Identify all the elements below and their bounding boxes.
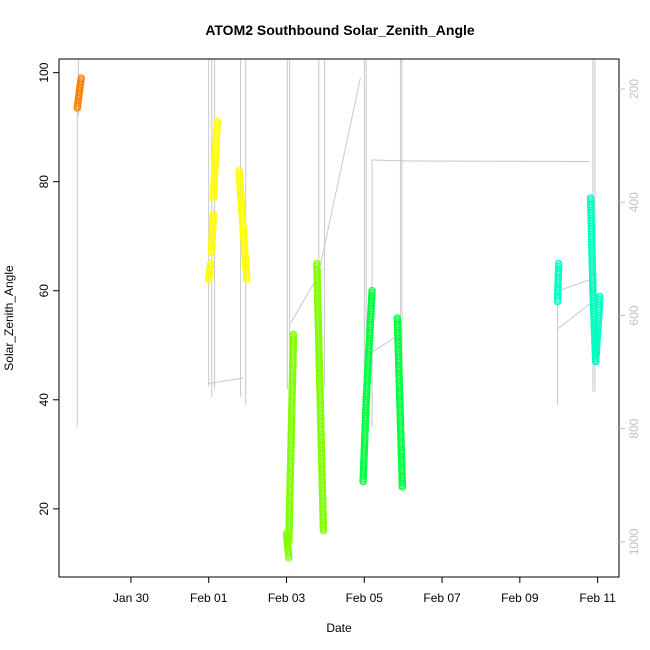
x-tick-label-6: Feb 11 bbox=[579, 591, 616, 605]
point-s2-g0-15 bbox=[285, 554, 293, 562]
point-s3-g2-106 bbox=[398, 483, 407, 491]
x-tick-label-3: Feb 05 bbox=[346, 591, 384, 605]
track-line-10 bbox=[289, 268, 323, 324]
point-s1-g3-68 bbox=[243, 276, 251, 284]
right-tick-label-3: 800 bbox=[627, 418, 641, 438]
x-tick-label-5: Feb 09 bbox=[501, 591, 539, 605]
x-axis: Jan 30 Feb 01 Feb 03 Feb 05 Feb 07 Feb 09 Feb … bbox=[113, 577, 616, 605]
track-line-23 bbox=[558, 279, 590, 292]
y-axis-label: Solar_Zenith_Angle bbox=[2, 265, 16, 371]
point-s0-g0-19 bbox=[77, 74, 85, 82]
y-tick-label-0: 20 bbox=[37, 502, 51, 516]
right-tick-label-2: 600 bbox=[627, 305, 641, 325]
right-tick-label-1: 400 bbox=[627, 192, 641, 212]
y-tick-label-2: 60 bbox=[37, 284, 51, 298]
track-lines bbox=[76, 59, 596, 428]
point-s4-g0-24 bbox=[555, 259, 563, 268]
x-tick-label-2: Feb 03 bbox=[268, 591, 306, 605]
y-tick-label-3: 80 bbox=[37, 175, 51, 189]
right-axis: 200 400 600 800 1000 bbox=[619, 79, 641, 555]
point-s1-g1-24 bbox=[209, 210, 218, 219]
point-s1-g2-48 bbox=[213, 118, 222, 126]
track-line-17 bbox=[407, 160, 590, 162]
x-tick-label-4: Feb 07 bbox=[423, 591, 461, 605]
track-line-24 bbox=[557, 301, 594, 330]
plot-frame bbox=[58, 58, 620, 578]
x-tick-label-1: Feb 01 bbox=[190, 591, 228, 605]
x-tick-label-0: Jan 30 bbox=[113, 591, 149, 605]
right-tick-label-0: 200 bbox=[627, 79, 641, 99]
right-tick-label-4: 1000 bbox=[627, 528, 641, 555]
point-s1-g0-10 bbox=[207, 259, 215, 268]
y-tick-label-1: 40 bbox=[37, 393, 51, 407]
track-line-11 bbox=[319, 77, 361, 270]
chart-title: ATOM2 Southbound Solar_Zenith_Angle bbox=[205, 22, 475, 38]
y-tick-label-4: 100 bbox=[37, 62, 51, 82]
track-line-3 bbox=[208, 377, 244, 384]
point-s2-g2-167 bbox=[319, 527, 328, 535]
point-s2-g1-130 bbox=[289, 330, 298, 339]
y-axis: 20 40 60 80 100 bbox=[37, 62, 59, 516]
point-s4-g3-41 bbox=[596, 292, 604, 300]
x-axis-label: Date bbox=[326, 621, 352, 635]
data-points bbox=[73, 74, 604, 562]
point-s3-g1-68 bbox=[368, 287, 376, 295]
